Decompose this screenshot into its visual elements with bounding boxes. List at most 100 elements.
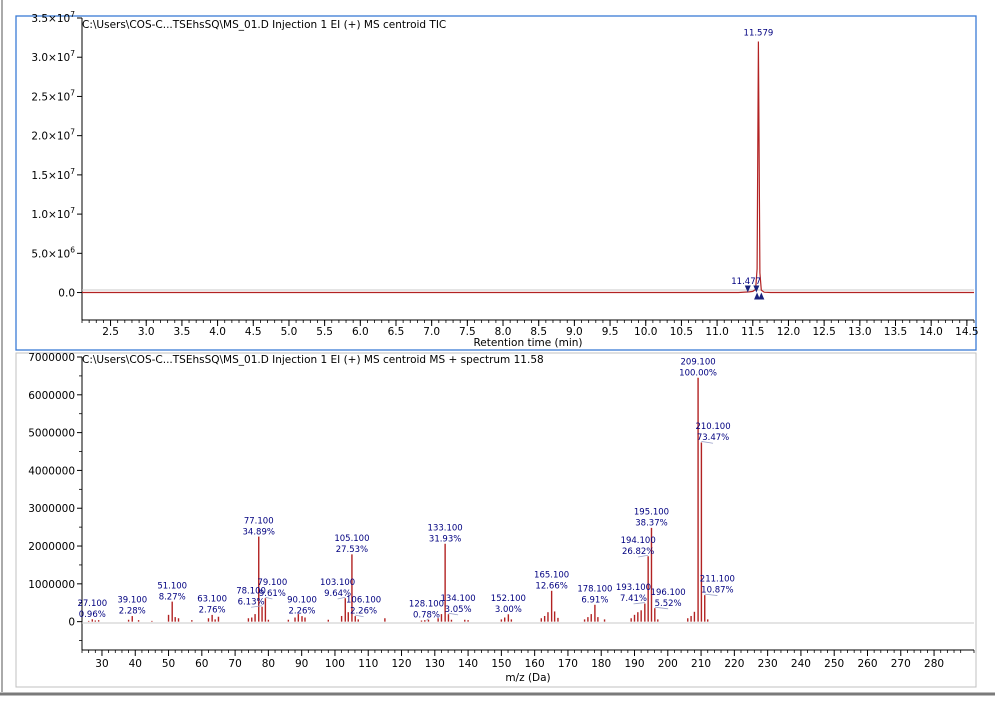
tic-peak-label: 11.477 xyxy=(731,277,761,287)
ms-peak-label: 193.100 7.41% xyxy=(616,583,651,604)
ms-x-tick-label: 200 xyxy=(658,658,678,670)
tic-x-tick-label: 5.0 xyxy=(281,326,298,338)
tic-trace-line xyxy=(82,41,974,294)
tic-y-tick-label: 0.0 xyxy=(58,288,75,300)
ms-x-tick-label: 180 xyxy=(591,658,611,670)
ms-peak-leader xyxy=(448,612,459,616)
tic-x-tick-label: 4.0 xyxy=(209,326,226,338)
ms-x-axis-label: m/z (Da) xyxy=(505,672,550,684)
ms-x-tick-label: 110 xyxy=(358,658,378,670)
tic-x-axis-label: Retention time (min) xyxy=(473,337,582,349)
ms-peak-label: 128.100 0.78% xyxy=(409,599,444,620)
tic-x-tick-label: 2.5 xyxy=(102,326,119,338)
tic-integration-marker xyxy=(754,292,761,300)
ms-x-tick-label: 120 xyxy=(391,658,411,670)
tic-chart-title: C:\Users\COS-C...TSEhsSQ\MS_01.D Injecti… xyxy=(82,19,446,31)
ms-peak-label: 210.100 73.47% xyxy=(695,422,730,443)
ms-x-tick-label: 30 xyxy=(95,658,108,670)
ms-peak-label: 165.100 12.66% xyxy=(534,570,569,591)
ms-x-tick-label: 150 xyxy=(491,658,511,670)
ms-peak-label: 79.100 9.61% xyxy=(258,578,288,599)
ms-peak-label: 196.100 5.52% xyxy=(651,588,686,609)
ms-x-tick-label: 60 xyxy=(195,658,208,670)
ms-peak-leader xyxy=(704,593,718,596)
ms-y-tick-label: 1000000 xyxy=(28,579,75,591)
tic-chromatogram-panel[interactable]: C:\Users\COS-C...TSEhsSQ\MS_01.D Injecti… xyxy=(15,10,979,351)
tic-y-ticks: 3.5×107 3.0×107 2.5×107 2.0×107 1.5×107 1.0×1… xyxy=(31,10,82,300)
ms-peak-leader xyxy=(654,606,669,610)
ms-y-tick-label: 3000000 xyxy=(28,503,75,515)
ms-peak-label: 39.100 2.28% xyxy=(117,596,147,617)
tic-x-tick-label: 6.5 xyxy=(388,326,405,338)
ms-peak-leader xyxy=(638,554,649,558)
ms-peak-label: 63.100 2.76% xyxy=(197,595,227,616)
tic-y-tick-label: 2.5×107 xyxy=(31,88,75,103)
tic-panel-border xyxy=(15,15,977,351)
tic-integration-markers xyxy=(744,285,765,300)
ms-peak-label: 27.100 0.96% xyxy=(77,599,107,620)
tic-y-tick-label: 1.5×107 xyxy=(31,167,75,182)
ms-peak-label: 77.100 34.89% xyxy=(243,516,275,537)
ms-x-tick-label: 160 xyxy=(525,658,545,670)
tic-y-tick-label: 3.0×107 xyxy=(31,49,75,64)
tic-y-tick-label: 1.0×107 xyxy=(31,206,75,221)
ms-peak-label: 209.100 100.00% xyxy=(679,358,717,379)
tic-x-tick-label: 10.5 xyxy=(670,326,693,338)
tic-peak-label: 11.579 xyxy=(744,29,774,39)
ms-x-tick-label: 190 xyxy=(624,658,644,670)
ms-x-tick-label: 50 xyxy=(162,658,175,670)
tic-x-tick-label: 3.5 xyxy=(174,326,191,338)
tic-x-tick-label: 8.5 xyxy=(530,326,547,338)
ms-x-tick-label: 80 xyxy=(262,658,275,670)
ms-x-tick-label: 210 xyxy=(691,658,711,670)
ms-peak-labels: 27.100 0.96% 39.100 2.28% 51.100 8.27% 63.100 2… xyxy=(77,358,735,621)
ms-x-ticks: 30 40 50 60 70 80 90 100 110 120 130 140 150 160 170 18… xyxy=(81,650,975,670)
ms-peak-leader xyxy=(337,596,346,600)
ms-spectrum-panel[interactable]: C:\Users\COS-C...TSEhsSQ\MS_01.D Injecti… xyxy=(15,352,977,688)
tic-x-tick-label: 12.0 xyxy=(777,326,800,338)
ms-x-tick-label: 40 xyxy=(129,658,142,670)
tic-x-tick-label: 13.5 xyxy=(884,326,907,338)
ms-x-tick-label: 100 xyxy=(325,658,345,670)
ms-peaks xyxy=(87,377,709,622)
tic-peak-annotations: 11.579 11.477 xyxy=(731,29,773,288)
ms-y-tick-label: 0 xyxy=(68,617,75,629)
ms-x-tick-label: 230 xyxy=(758,658,778,670)
ms-x-tick-label: 220 xyxy=(724,658,744,670)
ms-x-tick-label: 140 xyxy=(458,658,478,670)
ms-y-tick-label: 4000000 xyxy=(28,465,75,477)
tic-x-tick-label: 9.5 xyxy=(602,326,619,338)
ms-x-tick-label: 240 xyxy=(791,658,811,670)
ms-y-ticks: 7000000 6000000 5000000 4000000 3000000 20000… xyxy=(28,352,82,641)
ms-peak-leader xyxy=(355,614,364,618)
ms-peak-label: 90.100 2.26% xyxy=(287,596,317,617)
ms-peak-leader xyxy=(265,596,273,600)
tic-x-tick-label: 14.0 xyxy=(919,326,942,338)
ms-peak-leader xyxy=(701,441,714,444)
tic-y-tick-label: 2.0×107 xyxy=(31,128,75,143)
tic-x-tick-label: 10.0 xyxy=(634,326,657,338)
ms-peak-leader xyxy=(633,602,645,605)
tic-x-tick-label: 12.5 xyxy=(812,326,835,338)
ms-peak-label: 78.100 6.13% xyxy=(236,586,266,607)
tic-y-tick-label: 3.5×107 xyxy=(31,10,75,25)
tic-integration-marker xyxy=(744,285,751,293)
ms-x-tick-label: 260 xyxy=(857,658,877,670)
tic-x-tick-label: 11.5 xyxy=(741,326,764,338)
tic-x-tick-label: 9.0 xyxy=(566,326,583,338)
tic-x-tick-label: 8.0 xyxy=(495,326,512,338)
tic-x-ticks: 2.5 3.0 3.5 4.0 4.5 5.0 5.5 6.0 6.5 7.0 7.5 8.0 8.5 9… xyxy=(81,320,979,338)
tic-x-tick-label: 13.0 xyxy=(848,326,871,338)
tic-integration-marker xyxy=(753,285,760,293)
ms-peak-label: 211.100 10.87% xyxy=(700,575,735,596)
tic-x-tick-label: 11.0 xyxy=(705,326,728,338)
ms-y-tick-label: 2000000 xyxy=(28,541,75,553)
ms-peak-label: 103.100 9.64% xyxy=(320,578,355,599)
ms-x-tick-label: 280 xyxy=(924,658,944,670)
ms-x-tick-label: 270 xyxy=(891,658,911,670)
tic-x-tick-label: 5.5 xyxy=(316,326,333,338)
ms-peak-leader xyxy=(251,605,263,608)
ms-x-tick-label: 70 xyxy=(228,658,241,670)
ms-y-tick-label: 5000000 xyxy=(28,428,75,440)
